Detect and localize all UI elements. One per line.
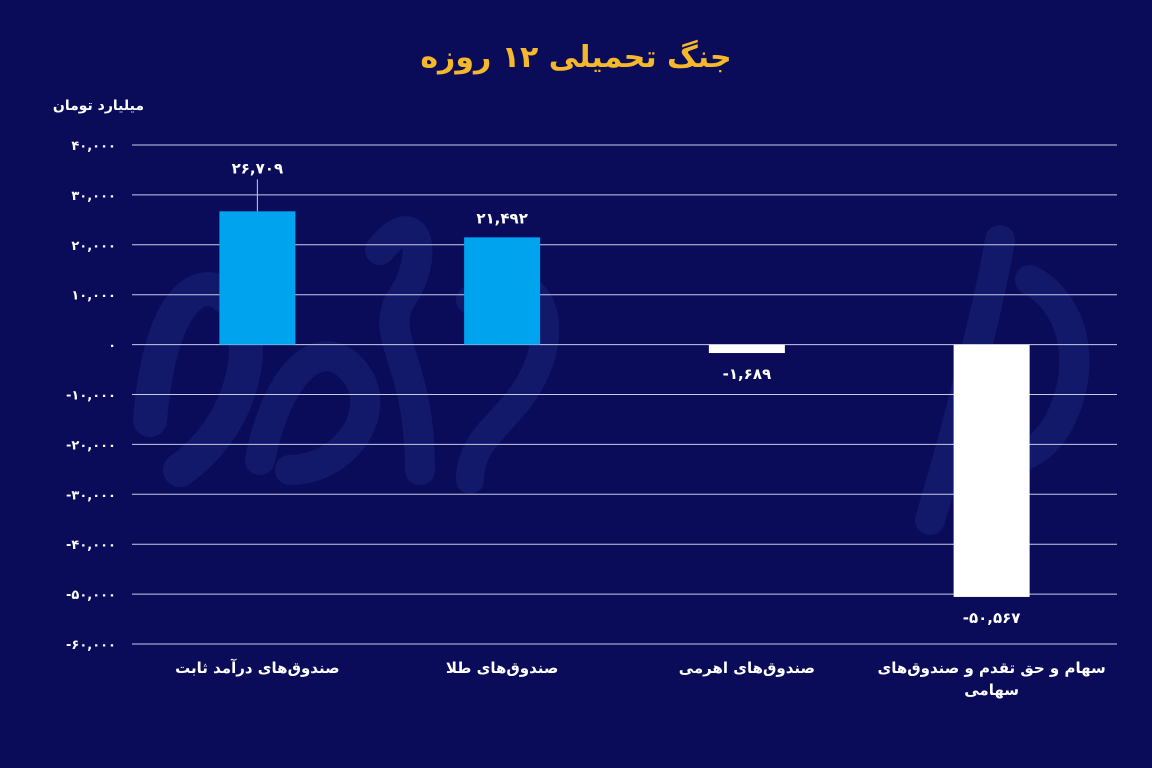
value-label: -۵۰,۵۶۷ [963, 609, 1021, 627]
bar [464, 237, 541, 345]
y-axis-ticks: ۴۰,۰۰۰ ۳۰,۰۰۰ ۲۰,۰۰۰ ۱۰,۰۰۰ ۰ -۱۰,۰۰۰ -۲۰,۰۰۰ -… [66, 139, 116, 653]
y-tick-label: -۲۰,۰۰۰ [66, 438, 116, 453]
y-tick-label: -۵۰,۰۰۰ [66, 588, 116, 603]
y-tick-label: ۳۰,۰۰۰ [71, 189, 116, 204]
category-label: سهامی [964, 681, 1019, 699]
value-label: ۲۶,۷۰۹ [232, 159, 283, 177]
y-tick-label: -۳۰,۰۰۰ [66, 488, 116, 503]
value-label: ۲۱,۴۹۲ [476, 209, 527, 227]
y-tick-label: ۱۰,۰۰۰ [71, 289, 116, 304]
category-labels: صندوق‌های درآمد ثابت صندوق‌های طلا صندوق‌ه… [175, 659, 1106, 699]
y-tick-label: ۰ [108, 339, 116, 354]
y-tick-label: -۴۰,۰۰۰ [66, 538, 116, 553]
value-labels: ۲۶,۷۰۹ ۲۱,۴۹۲ -۱,۶۸۹ -۵۰,۵۶۷ [232, 159, 1021, 627]
bars [219, 211, 1030, 597]
category-label: صندوق‌های اهرمی [679, 659, 815, 677]
value-label: -۱,۶۸۹ [723, 365, 772, 383]
y-tick-label: -۱۰,۰۰۰ [66, 389, 116, 404]
y-tick-label: ۴۰,۰۰۰ [71, 139, 116, 154]
bar [219, 211, 296, 345]
bar [708, 344, 785, 354]
category-label: صندوق‌های درآمد ثابت [175, 659, 339, 677]
category-label: صندوق‌های طلا [446, 659, 559, 677]
y-tick-label: ۲۰,۰۰۰ [71, 239, 116, 254]
y-tick-label: -۶۰,۰۰۰ [66, 638, 116, 653]
grid-lines [132, 144, 1117, 645]
category-label: سهام و حق تقدم و صندوق‌های [877, 659, 1105, 677]
y-axis-unit-label: میلیارد تومان [52, 98, 144, 114]
bar [953, 344, 1030, 597]
chart-title: جنگ تحمیلی ۱۲ روزه [420, 40, 732, 75]
